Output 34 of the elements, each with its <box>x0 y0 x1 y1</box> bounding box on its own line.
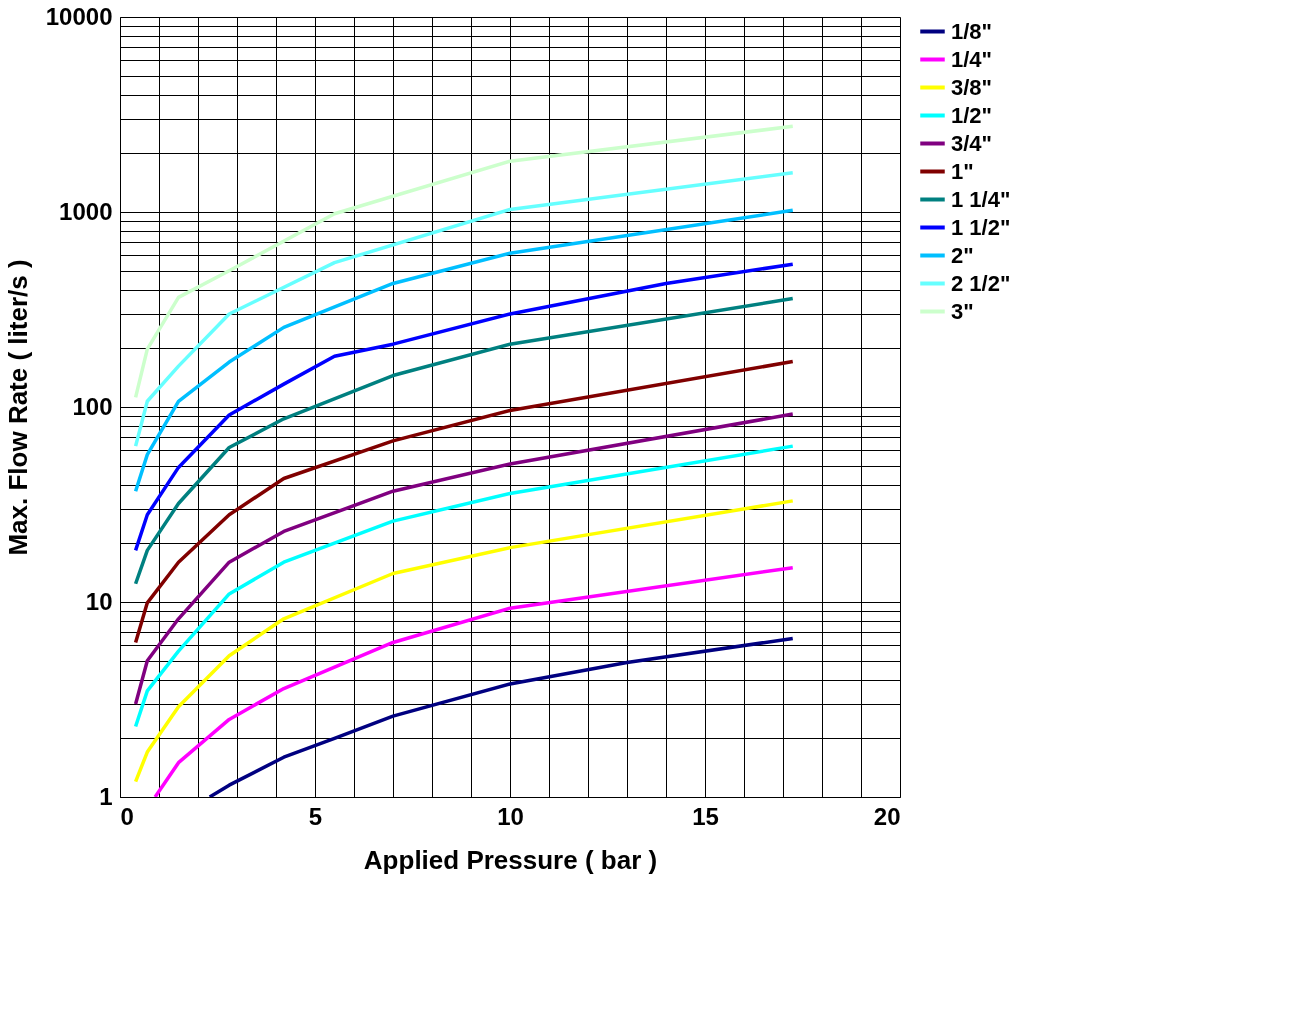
legend-label: 1/8" <box>951 18 993 44</box>
line-series <box>133 208 795 493</box>
legend-label: 2 1/2" <box>951 270 1011 296</box>
line-series <box>133 170 795 448</box>
y-axis-title: Max. Flow Rate ( liter/s ) <box>2 259 33 556</box>
line-series <box>133 124 795 400</box>
y-tick-label: 10000 <box>45 2 113 30</box>
x-tick-label: 10 <box>497 802 524 830</box>
y-tick-label: 100 <box>72 392 113 420</box>
legend-label: 1/4" <box>951 46 993 72</box>
x-tick-label: 0 <box>120 802 134 830</box>
legend-label: 2" <box>951 242 974 268</box>
x-axis-title: Applied Pressure ( bar ) <box>363 844 658 875</box>
line-series <box>207 636 795 797</box>
y-tick-label: 10 <box>85 587 113 615</box>
line-series <box>133 359 795 645</box>
legend-label: 3" <box>951 298 974 324</box>
legend-label: 1 1/2" <box>951 214 1011 240</box>
legend-label: 1 1/4" <box>951 186 1011 212</box>
y-tick-label: 1000 <box>59 197 113 225</box>
x-tick-label: 20 <box>873 802 901 830</box>
line-series <box>133 499 795 784</box>
line-series <box>133 444 795 729</box>
legend-label: 3/8" <box>951 74 993 100</box>
line-series <box>133 412 795 706</box>
line-series <box>133 296 795 586</box>
legend-label: 3/4" <box>951 130 993 156</box>
line-series <box>133 262 795 553</box>
legend-label: 1/2" <box>951 102 993 128</box>
x-tick-label: 15 <box>692 802 719 830</box>
x-tick-label: 5 <box>308 802 323 830</box>
y-tick-label: 1 <box>99 782 113 810</box>
legend-label: 1" <box>951 158 974 184</box>
line-series <box>153 565 795 797</box>
